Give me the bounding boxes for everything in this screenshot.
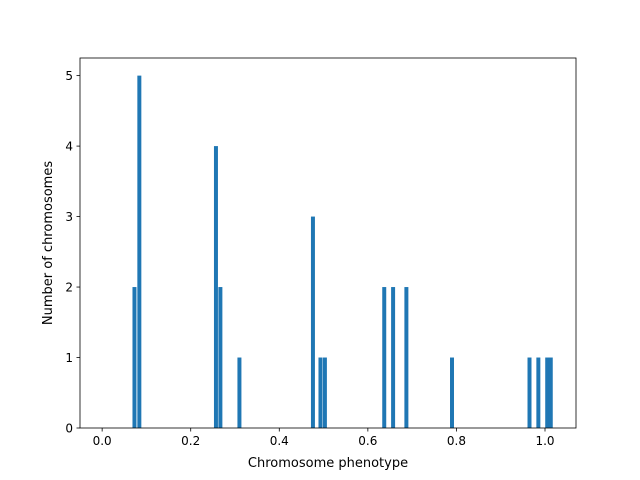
bar-15 xyxy=(548,357,553,428)
x-axis-ticks: 0.0 0.2 0.4 0.6 0.8 1.0 xyxy=(93,428,555,448)
y-axis-label: Number of chromosomes xyxy=(41,161,56,325)
plot-area xyxy=(80,58,576,428)
x-tick-label-5: 1.0 xyxy=(535,434,554,448)
bar-2 xyxy=(213,146,218,428)
bar-14 xyxy=(545,357,550,428)
bar-12 xyxy=(527,357,532,428)
bar-5 xyxy=(310,216,315,428)
y-tick-label-4: 4 xyxy=(65,140,73,154)
bar-1 xyxy=(137,75,142,428)
y-axis-ticks: 0 1 2 3 4 5 xyxy=(65,69,80,436)
plot-frame xyxy=(79,57,577,429)
bar-10 xyxy=(404,287,409,428)
bar-4 xyxy=(237,357,242,428)
y-tick-label-0: 0 xyxy=(65,422,73,436)
x-axis-label: Chromosome phenotype xyxy=(248,456,408,471)
x-tick-label-1: 0.2 xyxy=(181,434,200,448)
bar-9 xyxy=(391,287,396,428)
x-tick-label-2: 0.4 xyxy=(270,434,289,448)
y-tick-label-3: 3 xyxy=(65,210,73,224)
x-tick-label-3: 0.6 xyxy=(358,434,377,448)
bar-7 xyxy=(322,357,327,428)
bar-13 xyxy=(536,357,541,428)
bar-series xyxy=(132,75,553,428)
x-tick-label-0: 0.0 xyxy=(93,434,112,448)
y-tick-label-2: 2 xyxy=(65,281,73,295)
bar-11 xyxy=(450,357,454,428)
x-tick-label-4: 0.8 xyxy=(447,434,466,448)
bar-8 xyxy=(382,287,387,428)
bar-6 xyxy=(318,357,323,428)
bar-3 xyxy=(218,287,223,428)
y-tick-label-5: 5 xyxy=(65,69,73,83)
bar-0 xyxy=(132,287,137,428)
y-tick-label-1: 1 xyxy=(65,351,73,365)
